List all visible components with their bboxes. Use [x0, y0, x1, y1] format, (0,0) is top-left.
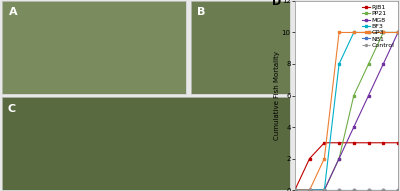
BF3: [366, 31, 371, 34]
MG8: [351, 126, 356, 128]
BF3: [337, 63, 342, 65]
BF3: [381, 31, 386, 34]
Control: [366, 189, 371, 191]
MG8: [292, 189, 297, 191]
BF3: [292, 189, 297, 191]
NB1: [292, 189, 297, 191]
Line: BF3: BF3: [294, 31, 399, 191]
Text: D: D: [272, 0, 282, 7]
BF3: [307, 189, 312, 191]
NB1: [322, 189, 327, 191]
Control: [396, 189, 400, 191]
BF3: [351, 31, 356, 34]
GP3: [292, 189, 297, 191]
RJB1: [307, 157, 312, 160]
Control: [351, 189, 356, 191]
NB1: [366, 189, 371, 191]
Control: [322, 189, 327, 191]
Line: PP21: PP21: [294, 31, 399, 191]
NB1: [396, 189, 400, 191]
Line: NB1: NB1: [294, 189, 399, 191]
GP3: [396, 31, 400, 34]
NB1: [351, 189, 356, 191]
Text: C: C: [8, 104, 16, 114]
Line: MG8: MG8: [294, 31, 399, 191]
RJB1: [322, 142, 327, 144]
GP3: [337, 31, 342, 34]
PP21: [366, 63, 371, 65]
GP3: [366, 31, 371, 34]
RJB1: [396, 142, 400, 144]
Line: Control: Control: [294, 189, 399, 191]
RJB1: [351, 142, 356, 144]
MG8: [366, 94, 371, 97]
Text: A: A: [9, 7, 18, 17]
NB1: [381, 189, 386, 191]
Text: B: B: [197, 7, 205, 17]
PP21: [292, 189, 297, 191]
RJB1: [381, 142, 386, 144]
BF3: [396, 31, 400, 34]
PP21: [307, 189, 312, 191]
NB1: [307, 189, 312, 191]
GP3: [307, 189, 312, 191]
Y-axis label: Cumulative Fish Mortality: Cumulative Fish Mortality: [274, 51, 280, 140]
MG8: [337, 157, 342, 160]
GP3: [381, 31, 386, 34]
PP21: [351, 94, 356, 97]
RJB1: [292, 189, 297, 191]
RJB1: [337, 142, 342, 144]
PP21: [322, 189, 327, 191]
PP21: [396, 31, 400, 34]
NB1: [337, 189, 342, 191]
GP3: [322, 157, 327, 160]
BF3: [322, 189, 327, 191]
Line: GP3: GP3: [294, 31, 399, 191]
MG8: [381, 63, 386, 65]
PP21: [381, 31, 386, 34]
MG8: [396, 31, 400, 34]
MG8: [307, 189, 312, 191]
Control: [337, 189, 342, 191]
Control: [292, 189, 297, 191]
Legend: RJB1, PP21, MG8, BF3, GP3, NB1, Control: RJB1, PP21, MG8, BF3, GP3, NB1, Control: [360, 2, 397, 50]
RJB1: [366, 142, 371, 144]
GP3: [351, 31, 356, 34]
PP21: [337, 157, 342, 160]
Line: RJB1: RJB1: [294, 142, 399, 191]
MG8: [322, 189, 327, 191]
Control: [381, 189, 386, 191]
Control: [307, 189, 312, 191]
